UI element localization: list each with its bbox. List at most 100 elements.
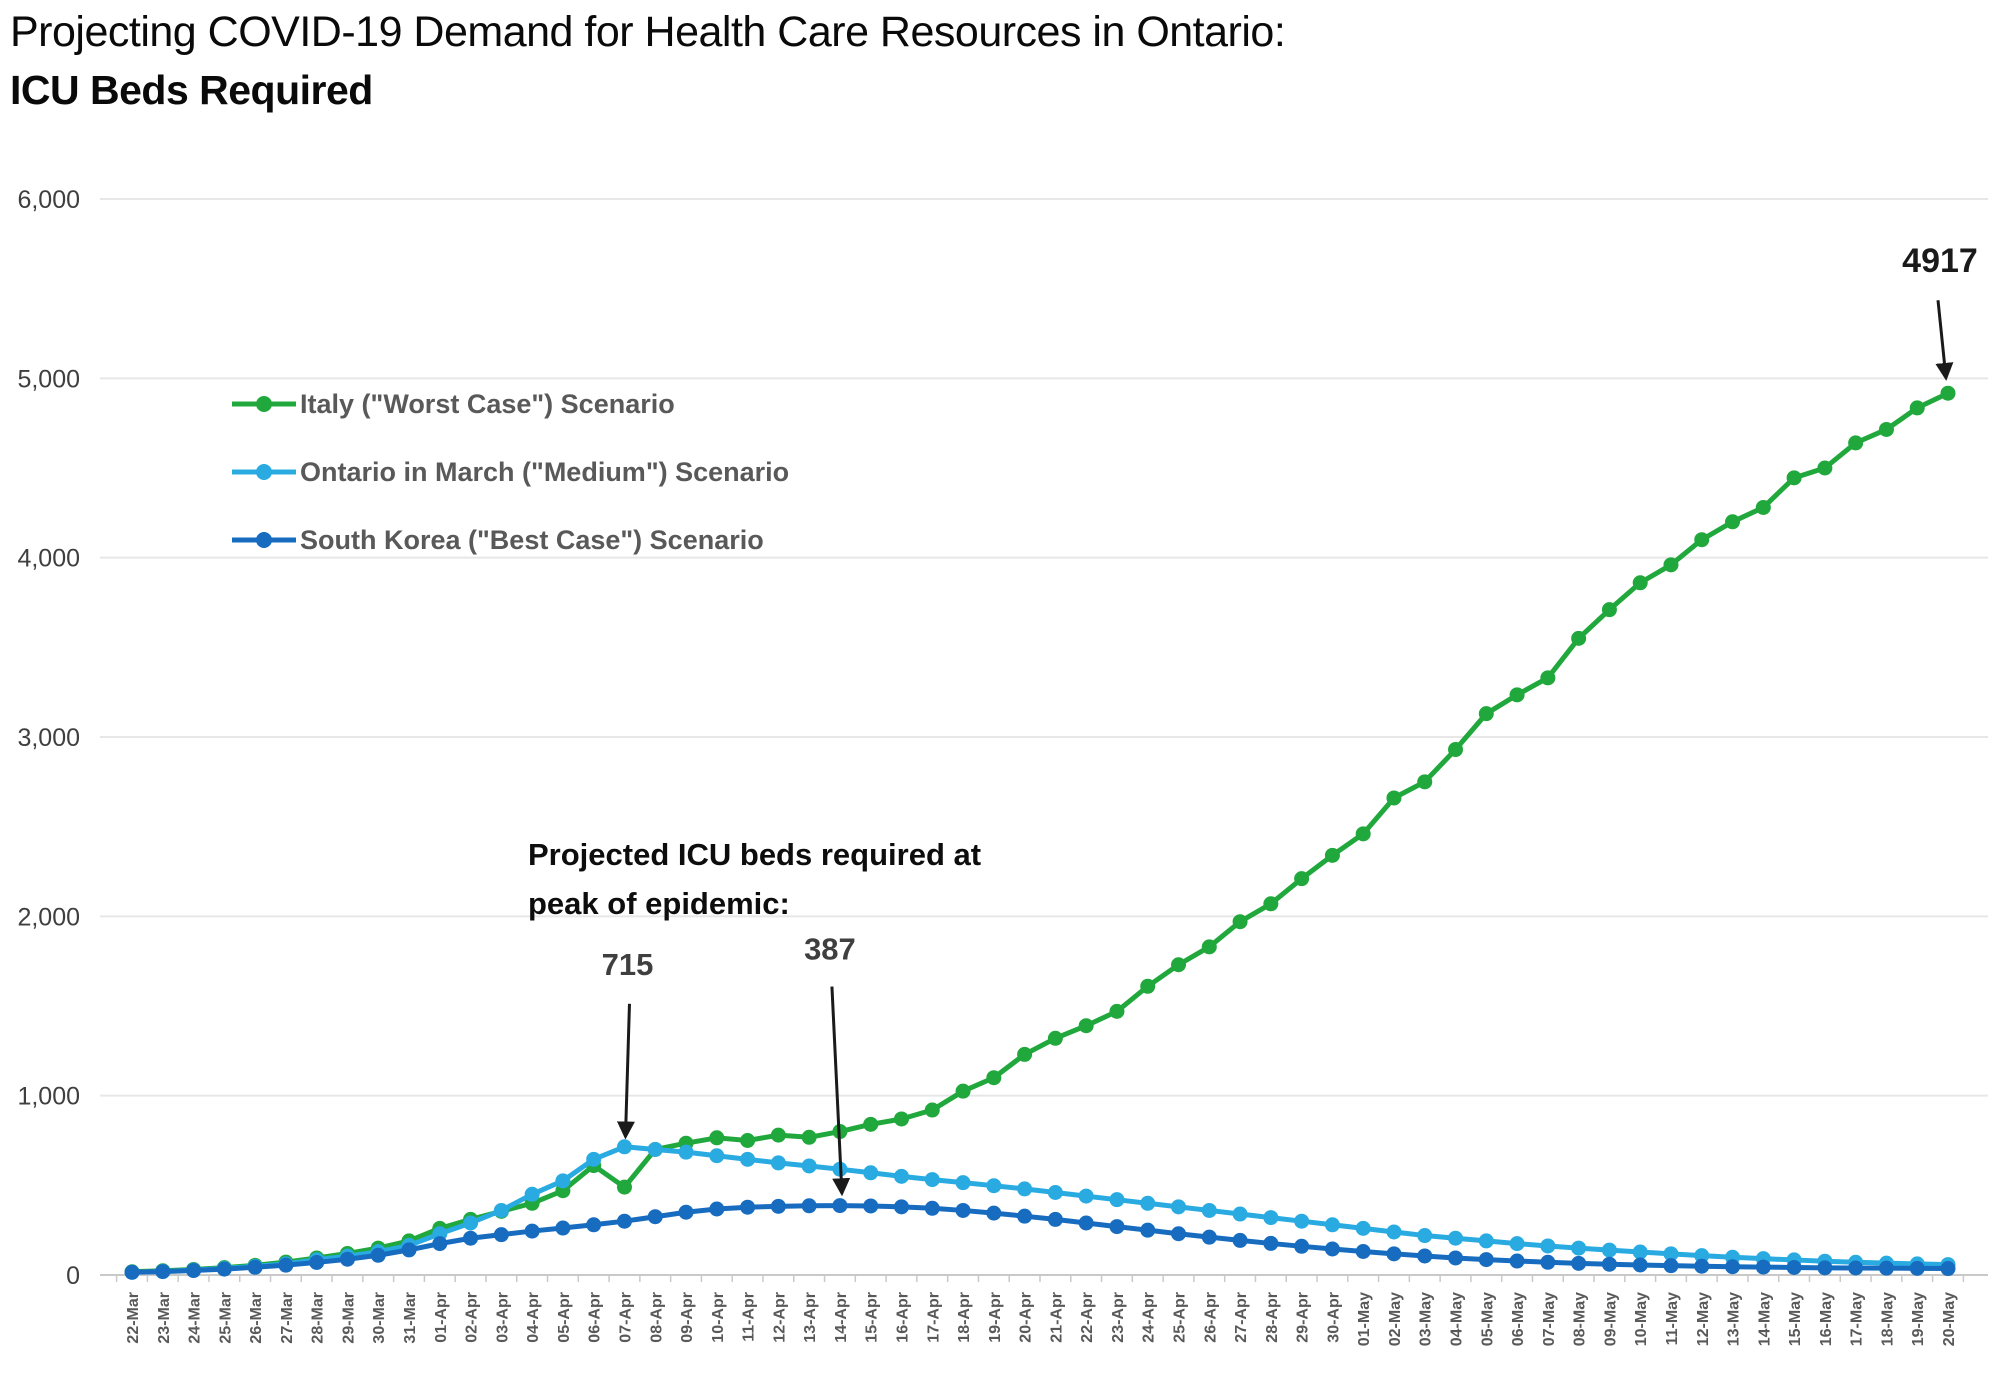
chart-title-line2: ICU Beds Required [10, 67, 373, 113]
x-tick-label: 12-Apr [771, 1292, 788, 1343]
x-tick-label: 26-Mar [248, 1292, 265, 1344]
data-point [1448, 742, 1464, 758]
data-point [1663, 1246, 1679, 1262]
data-point [1601, 1242, 1617, 1258]
annotation-value: 4917 [1902, 242, 1978, 280]
legend-item-south-korea: South Korea ("Best Case") Scenario [232, 506, 789, 574]
data-point [1509, 1253, 1525, 1269]
data-point [1817, 1260, 1833, 1276]
data-point [1171, 957, 1187, 973]
data-point [1047, 1185, 1063, 1201]
legend-item-italy: Italy ("Worst Case") Scenario [232, 370, 789, 438]
x-tick-label: 04-Apr [525, 1292, 542, 1343]
x-tick-label: 20-May [1941, 1292, 1958, 1346]
data-point [1263, 1210, 1279, 1226]
data-point [1017, 1046, 1033, 1062]
x-tick-label: 17-Apr [925, 1292, 942, 1343]
data-point [1232, 914, 1248, 930]
data-point [493, 1227, 509, 1243]
data-point [1140, 1195, 1156, 1211]
data-point [955, 1202, 971, 1218]
x-tick-label: 29-Mar [340, 1292, 357, 1344]
peak-annotation-text: Projected ICU beds required at peak of e… [528, 830, 981, 928]
data-point [1263, 896, 1279, 912]
data-point [1355, 1220, 1371, 1236]
data-point [616, 1213, 632, 1229]
x-tick-label: 15-May [1787, 1292, 1804, 1346]
legend-label-italy: Italy ("Worst Case") Scenario [300, 388, 675, 419]
peak-annotation-line1: Projected ICU beds required at [528, 837, 982, 872]
x-tick-label: 07-Apr [617, 1292, 634, 1343]
data-point [1263, 1235, 1279, 1251]
x-axis-labels: 22-Mar 23-Mar 24-Mar 25-Mar 26-Mar 27-Mar 28-M… [125, 1292, 1958, 1346]
data-point [1694, 1248, 1710, 1264]
data-point [309, 1254, 325, 1270]
data-point [1109, 1192, 1125, 1208]
x-tick-label: 21-Apr [1048, 1292, 1065, 1343]
data-point [586, 1217, 602, 1233]
series-2 [124, 1198, 1956, 1280]
annotation-4917: 4917 [1902, 242, 1978, 381]
x-tick-label: 09-Apr [679, 1292, 696, 1343]
data-point [1386, 790, 1402, 806]
gridlines [100, 198, 1988, 1276]
data-point [1232, 1232, 1248, 1248]
data-point [1109, 1003, 1125, 1019]
x-tick-label: 16-Apr [894, 1292, 911, 1343]
data-point [1878, 1260, 1894, 1276]
x-tick-label: 13-Apr [802, 1292, 819, 1343]
x-tick-label: 14-Apr [833, 1292, 850, 1343]
annotation-arrow [1935, 300, 1954, 381]
data-point [432, 1236, 448, 1252]
data-point [463, 1230, 479, 1246]
x-tick-label: 16-May [1818, 1292, 1835, 1346]
y-tick-label: 2,000 [17, 903, 80, 931]
y-tick-label: 0 [66, 1262, 80, 1290]
data-point [1047, 1030, 1063, 1046]
data-point [770, 1155, 786, 1171]
x-tick-label: 28-Apr [1264, 1292, 1281, 1343]
x-tick-label: 05-Apr [556, 1292, 573, 1343]
data-point [1109, 1219, 1125, 1235]
data-point [770, 1198, 786, 1214]
data-point [740, 1199, 756, 1215]
x-axis-ticks [115, 1275, 1965, 1282]
data-point [1078, 1018, 1094, 1034]
data-point [1324, 847, 1340, 863]
data-point [1201, 1202, 1217, 1218]
data-point [1725, 514, 1741, 530]
data-point [1478, 1252, 1494, 1268]
data-point [1232, 1206, 1248, 1222]
annotation-387: 387 [804, 932, 856, 1197]
legend-label-ontario: Ontario in March ("Medium") Scenario [300, 456, 790, 487]
y-tick-label: 4,000 [17, 545, 80, 573]
data-point [801, 1198, 817, 1214]
x-tick-label: 02-Apr [464, 1292, 481, 1343]
x-tick-label: 25-Mar [217, 1292, 234, 1344]
data-point [463, 1215, 479, 1231]
x-tick-label: 20-Apr [1018, 1292, 1035, 1343]
data-point [801, 1129, 817, 1145]
data-point [1386, 1246, 1402, 1262]
x-tick-label: 17-May [1849, 1292, 1866, 1346]
x-tick-label: 18-May [1879, 1292, 1896, 1346]
data-point [1755, 1259, 1771, 1275]
data-point [1786, 1259, 1802, 1275]
data-point [1171, 1226, 1187, 1242]
y-tick-label: 6,000 [17, 186, 80, 214]
chart-title-line1: Projecting COVID-19 Demand for Health Ca… [10, 8, 1286, 56]
annotation-arrow [616, 1003, 635, 1140]
data-point [986, 1070, 1002, 1086]
data-point [893, 1111, 909, 1127]
data-point [1355, 826, 1371, 842]
data-point [647, 1209, 663, 1225]
data-point [401, 1242, 417, 1258]
legend-marker-south-korea [232, 532, 296, 548]
x-tick-label: 07-May [1541, 1292, 1558, 1346]
data-point [216, 1261, 232, 1277]
peak-annotation-line2: peak of epidemic: [528, 886, 790, 921]
x-tick-label: 08-Apr [648, 1292, 665, 1343]
data-point [801, 1158, 817, 1174]
data-point [1294, 1213, 1310, 1229]
data-point [586, 1151, 602, 1167]
